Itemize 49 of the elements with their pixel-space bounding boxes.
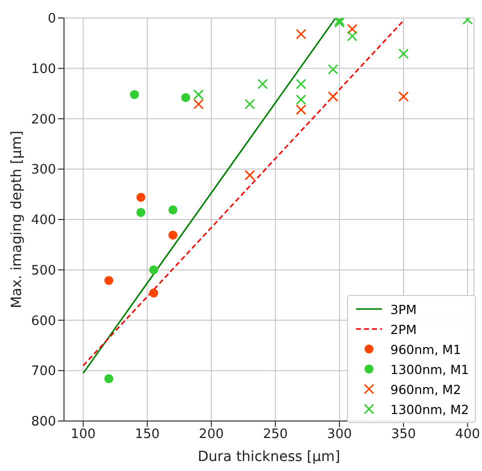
y-tick-label: 600 [31, 314, 56, 329]
point [181, 93, 190, 102]
y-tick-label: 200 [31, 112, 56, 128]
y-tick-label: 400 [31, 213, 56, 228]
point [347, 30, 358, 42]
x-tick-label: 250 [262, 427, 288, 442]
x-tick-label: 150 [134, 427, 160, 442]
point [149, 288, 158, 298]
legend-label: 3PM [390, 302, 417, 316]
point [130, 90, 139, 100]
legend-label: 1300nm, M2 [390, 402, 469, 416]
y-tick-label: 300 [31, 162, 56, 178]
y-axis-title: Max. imaging depth [µm] [8, 130, 25, 308]
point [193, 98, 204, 110]
x-tick-label: 100 [70, 427, 96, 442]
x-tick-label: 200 [198, 427, 224, 442]
y-tick-label: 800 [31, 414, 56, 430]
point [149, 265, 158, 274]
x-tick-label: 400 [455, 427, 480, 442]
point [104, 374, 114, 384]
point [193, 89, 204, 100]
point [244, 98, 256, 110]
legend-label: 2PM [390, 322, 417, 336]
point [244, 170, 256, 180]
x-tick-label: 300 [327, 427, 352, 442]
point [104, 276, 114, 285]
point [296, 104, 306, 115]
x-tick-label: 350 [391, 427, 416, 442]
point [136, 192, 146, 202]
point [136, 208, 146, 217]
point [328, 64, 338, 75]
legend-label: 960nm, M1 [390, 342, 462, 356]
point [398, 48, 409, 60]
legend-label: 1300nm, M1 [390, 362, 469, 376]
y-tick-label: 700 [31, 364, 56, 380]
legend-label: 960nm, M2 [390, 382, 462, 396]
point [328, 91, 338, 102]
point [296, 78, 306, 90]
point [347, 24, 358, 34]
y-tick-label: 100 [31, 62, 56, 77]
point [168, 230, 178, 240]
point [296, 28, 306, 40]
point [296, 94, 306, 105]
x-axis-title: Dura thickness [µm] [198, 449, 340, 465]
point [257, 78, 268, 90]
y-tick-label: 0 [48, 12, 56, 27]
point [398, 91, 409, 102]
point [168, 205, 178, 214]
y-tick-label: 500 [31, 263, 56, 278]
